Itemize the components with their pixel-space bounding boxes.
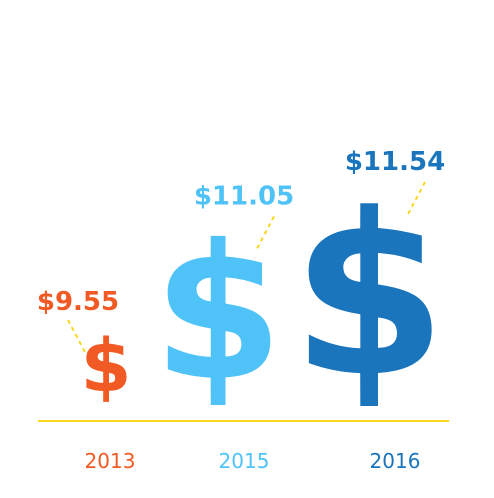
value-label-2013: $9.55 [37,287,119,317]
value-label-2015: $11.05 [194,181,294,211]
year-label-2015: 2015 [219,449,270,473]
dollar-mark-2015: $$11.05 [153,181,294,422]
leader-line-2015 [255,216,275,251]
year-label-2016: 2016 [370,449,421,473]
dollar-glyph-2016: $ [291,165,447,426]
dollar-mark-2013: $ $9.55 [37,287,132,409]
dollar-mark-2016: $$11.54 [291,147,447,426]
year-label-2013: 2013 [85,449,136,473]
value-label-2016: $11.54 [345,147,445,177]
year-labels: 2013 2015 2016 [85,449,421,473]
chart-marks: $$9.55 $$11.05$$11.54 [37,147,447,426]
dollar-glyph-2015: $ [153,206,283,423]
dollar-glyph-2013: $ [81,324,132,409]
leader-line-2013 [67,319,87,355]
leader-line-2016 [406,181,426,217]
